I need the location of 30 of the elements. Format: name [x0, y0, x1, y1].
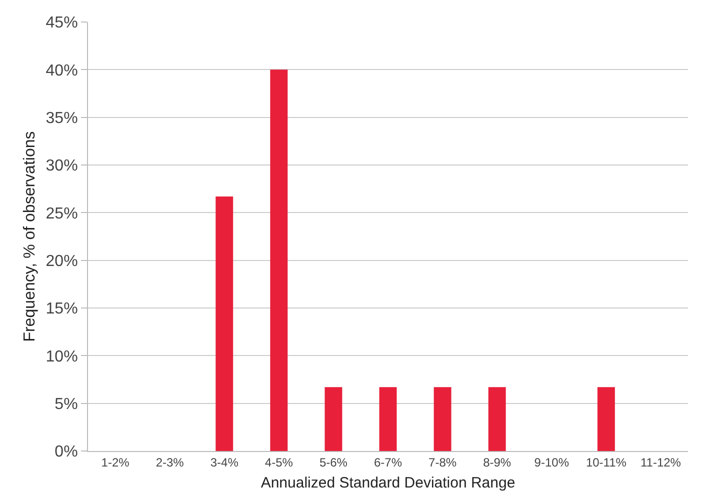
x-tick-label: 3-4% [210, 455, 239, 470]
x-tick-label: 2-3% [156, 455, 184, 470]
y-tick-label: 45% [46, 14, 78, 32]
x-tick-label: 8-9% [483, 455, 512, 470]
x-tick-label: 1-2% [101, 455, 130, 470]
x-tick-label: 5-6% [319, 455, 348, 470]
x-tick-label: 7-8% [428, 455, 457, 470]
x-tick-label: 6-7% [374, 455, 402, 470]
y-axis-title: Frequency, % of observations [22, 131, 39, 342]
bar [216, 196, 234, 451]
y-tick-label: 0% [54, 444, 78, 461]
y-tick-label: 25% [46, 205, 78, 222]
y-tick-label: 20% [46, 252, 78, 270]
bar [434, 387, 452, 451]
bar [324, 387, 342, 451]
bar [597, 387, 615, 451]
y-tick-label: 30% [46, 158, 78, 175]
x-axis-title: Annualized Standard Deviation Range [260, 474, 516, 492]
y-tick-label: 5% [54, 396, 78, 413]
x-tick-label: 10-11% [586, 455, 627, 470]
x-tick-label: 11-12% [640, 455, 682, 470]
y-tick-label: 40% [46, 62, 78, 80]
y-tick-label: 15% [46, 300, 78, 318]
bar [270, 70, 288, 451]
x-tick-label: 9-10% [534, 455, 570, 470]
bar [488, 387, 506, 451]
y-tick-label: 35% [46, 110, 78, 127]
y-tick-label: 10% [46, 348, 78, 366]
bar [379, 387, 397, 451]
x-tick-label: 4-5% [264, 455, 294, 470]
